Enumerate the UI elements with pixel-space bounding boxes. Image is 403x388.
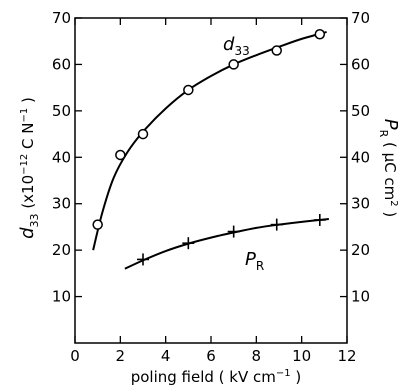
y-left-tick-label: 50 <box>52 102 71 120</box>
series-pr-point <box>270 218 283 231</box>
x-tick-label: 8 <box>252 347 262 365</box>
series-d33-point <box>183 84 194 96</box>
series-d33-point <box>228 59 239 70</box>
x-tick-label: 10 <box>292 347 311 365</box>
x-tick-label: 4 <box>161 347 171 365</box>
x-label-superscript: −1 <box>276 368 291 379</box>
x-tick-label: 0 <box>70 347 80 365</box>
series-label-pr-subscript: R <box>256 259 264 273</box>
series-d33-point <box>115 149 126 161</box>
x-tick-label: 12 <box>337 347 356 365</box>
y-right-tick-label: 10 <box>351 288 370 306</box>
y-left-label-units-exp: −12 <box>19 154 30 175</box>
y-left-label-close: ) <box>19 97 37 103</box>
y-left-label-units: (x10 <box>19 175 37 209</box>
series-label-d33-symbol: d <box>223 34 235 55</box>
y-right-axis-label: PR ( μC cm2 ) <box>377 119 401 218</box>
axes: 0 2 4 6 8 10 12 10 20 30 40 50 60 70 10 20 30 40 50 60 70 <box>52 9 370 365</box>
series-d33-point <box>314 29 326 40</box>
y-right-tick-label: 50 <box>351 102 370 120</box>
y-left-axis-label: d33 (x10−12 C N−1 ) <box>17 97 41 239</box>
x-label-main: poling field ( kV cm <box>131 368 276 386</box>
series-pr-fit-curve <box>124 218 329 270</box>
series-pr-point <box>227 225 240 238</box>
y-right-label-units-exp: 2 <box>388 200 399 206</box>
plot-frame <box>74 17 348 344</box>
series-pr-point <box>137 253 149 266</box>
y-left-tick-label: 40 <box>52 148 71 166</box>
series-label-d33: d33 <box>223 34 250 58</box>
y-left-tick-label: 20 <box>52 241 71 259</box>
series-label-pr: PR <box>245 249 264 273</box>
series-label-pr-symbol: P <box>245 249 256 270</box>
y-right-tick-label: 60 <box>351 55 370 73</box>
y-right-label-subscript: R <box>377 130 390 138</box>
x-axis-label: poling field ( kV cm−1 ) <box>131 368 302 386</box>
series-label-d33-subscript: 33 <box>234 44 249 58</box>
y-left-tick-label: 10 <box>52 288 71 306</box>
series-pr-point <box>313 213 326 226</box>
x-tick-label: 6 <box>206 347 216 365</box>
y-left-tick-label: 60 <box>52 55 71 73</box>
y-right-tick-label: 30 <box>351 195 370 213</box>
y-left-label-symbol: d <box>17 227 38 239</box>
y-right-label-symbol: P <box>380 119 401 130</box>
series-d33-fit-curve <box>92 30 327 251</box>
y-left-tick-label: 30 <box>52 195 71 213</box>
y-left-label-subscript: 33 <box>28 213 41 227</box>
series-pr-point <box>182 237 195 250</box>
plot-area <box>92 29 329 270</box>
y-right-tick-label: 70 <box>351 9 370 27</box>
x-label-close: ) <box>295 368 301 386</box>
series-d33-point <box>137 128 149 140</box>
y-left-label-units-exp2: −1 <box>19 108 30 123</box>
y-left-label-units-tail: C N <box>19 122 37 148</box>
series-d33-point <box>271 45 282 56</box>
y-right-tick-label: 40 <box>351 148 370 166</box>
y-right-tick-label: 20 <box>351 241 370 259</box>
x-tick-label: 2 <box>116 347 126 365</box>
y-left-tick-label: 70 <box>52 9 71 27</box>
series-d33-point <box>92 219 103 230</box>
y-right-label-close: ) <box>381 211 399 217</box>
y-right-label-units: ( μC cm <box>381 142 399 200</box>
